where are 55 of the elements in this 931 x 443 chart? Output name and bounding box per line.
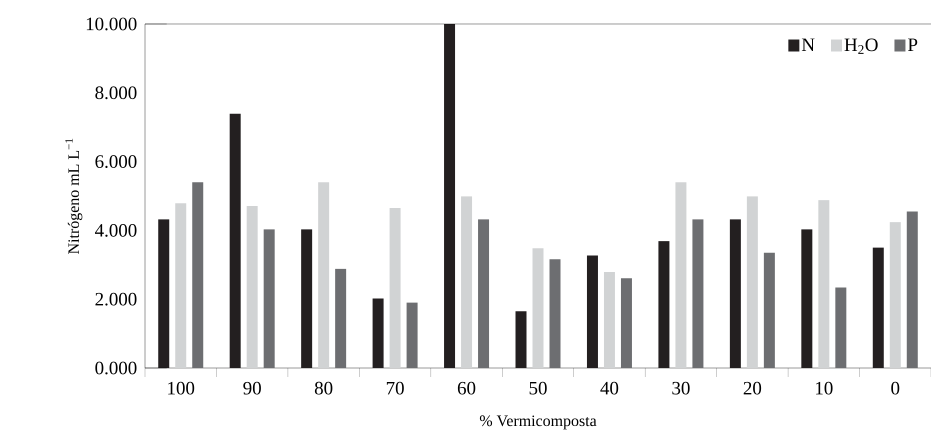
bar (335, 268, 346, 368)
bar (301, 229, 312, 368)
y-tick-label: 0.000 (95, 362, 136, 374)
x-tick-label: 90 (243, 382, 261, 395)
x-tick-label: 0 (891, 382, 900, 395)
bar (192, 182, 204, 368)
bar (516, 311, 527, 368)
y-tick-label: 6.000 (95, 155, 136, 168)
bar (264, 229, 275, 368)
bar (550, 259, 561, 368)
x-tick-label: 70 (386, 382, 404, 395)
bar (872, 248, 884, 368)
bar (390, 208, 401, 368)
x-axis-title: % Vermicomposta (480, 415, 596, 430)
bar (906, 211, 918, 368)
bar (318, 182, 330, 368)
bar (818, 200, 830, 368)
bar (158, 219, 170, 368)
bar (532, 248, 544, 368)
legend-label: P (908, 38, 918, 51)
legend-label: H$_{2}$O (844, 38, 878, 54)
x-tick-label: 100 (168, 382, 194, 395)
bar (746, 196, 758, 368)
bar (620, 278, 632, 368)
x-tick-label: 40 (600, 382, 618, 395)
x-tick-label: 80 (314, 382, 332, 395)
bar (461, 196, 472, 368)
bar (604, 272, 615, 368)
bar (478, 219, 490, 368)
bar (730, 219, 741, 368)
bar (246, 206, 258, 368)
x-tick-label: 10 (816, 382, 833, 395)
bar (835, 288, 846, 368)
bar (586, 256, 598, 368)
bar (801, 229, 812, 368)
y-tick-label: 4.000 (95, 224, 136, 237)
x-tick-label: 50 (530, 382, 547, 395)
x-tick-label: 60 (458, 382, 476, 395)
bar (444, 24, 456, 368)
y-axis-title: Nitrógeno mL L$^{−1}$ (65, 138, 82, 254)
bar (406, 302, 418, 368)
y-tick-label: 8.000 (95, 86, 136, 100)
x-tick-label: 20 (744, 382, 762, 395)
bar (175, 203, 186, 368)
bar (372, 298, 384, 368)
bar (658, 241, 670, 368)
bar (675, 182, 686, 368)
y-tick-label: 2.000 (95, 292, 136, 306)
y-tick-label: 10.000 (86, 18, 136, 30)
bar (890, 222, 901, 368)
x-tick-label: 30 (672, 382, 690, 395)
bar (230, 114, 241, 368)
bar (764, 252, 775, 368)
bar (692, 219, 704, 368)
legend-label: N (802, 38, 815, 51)
